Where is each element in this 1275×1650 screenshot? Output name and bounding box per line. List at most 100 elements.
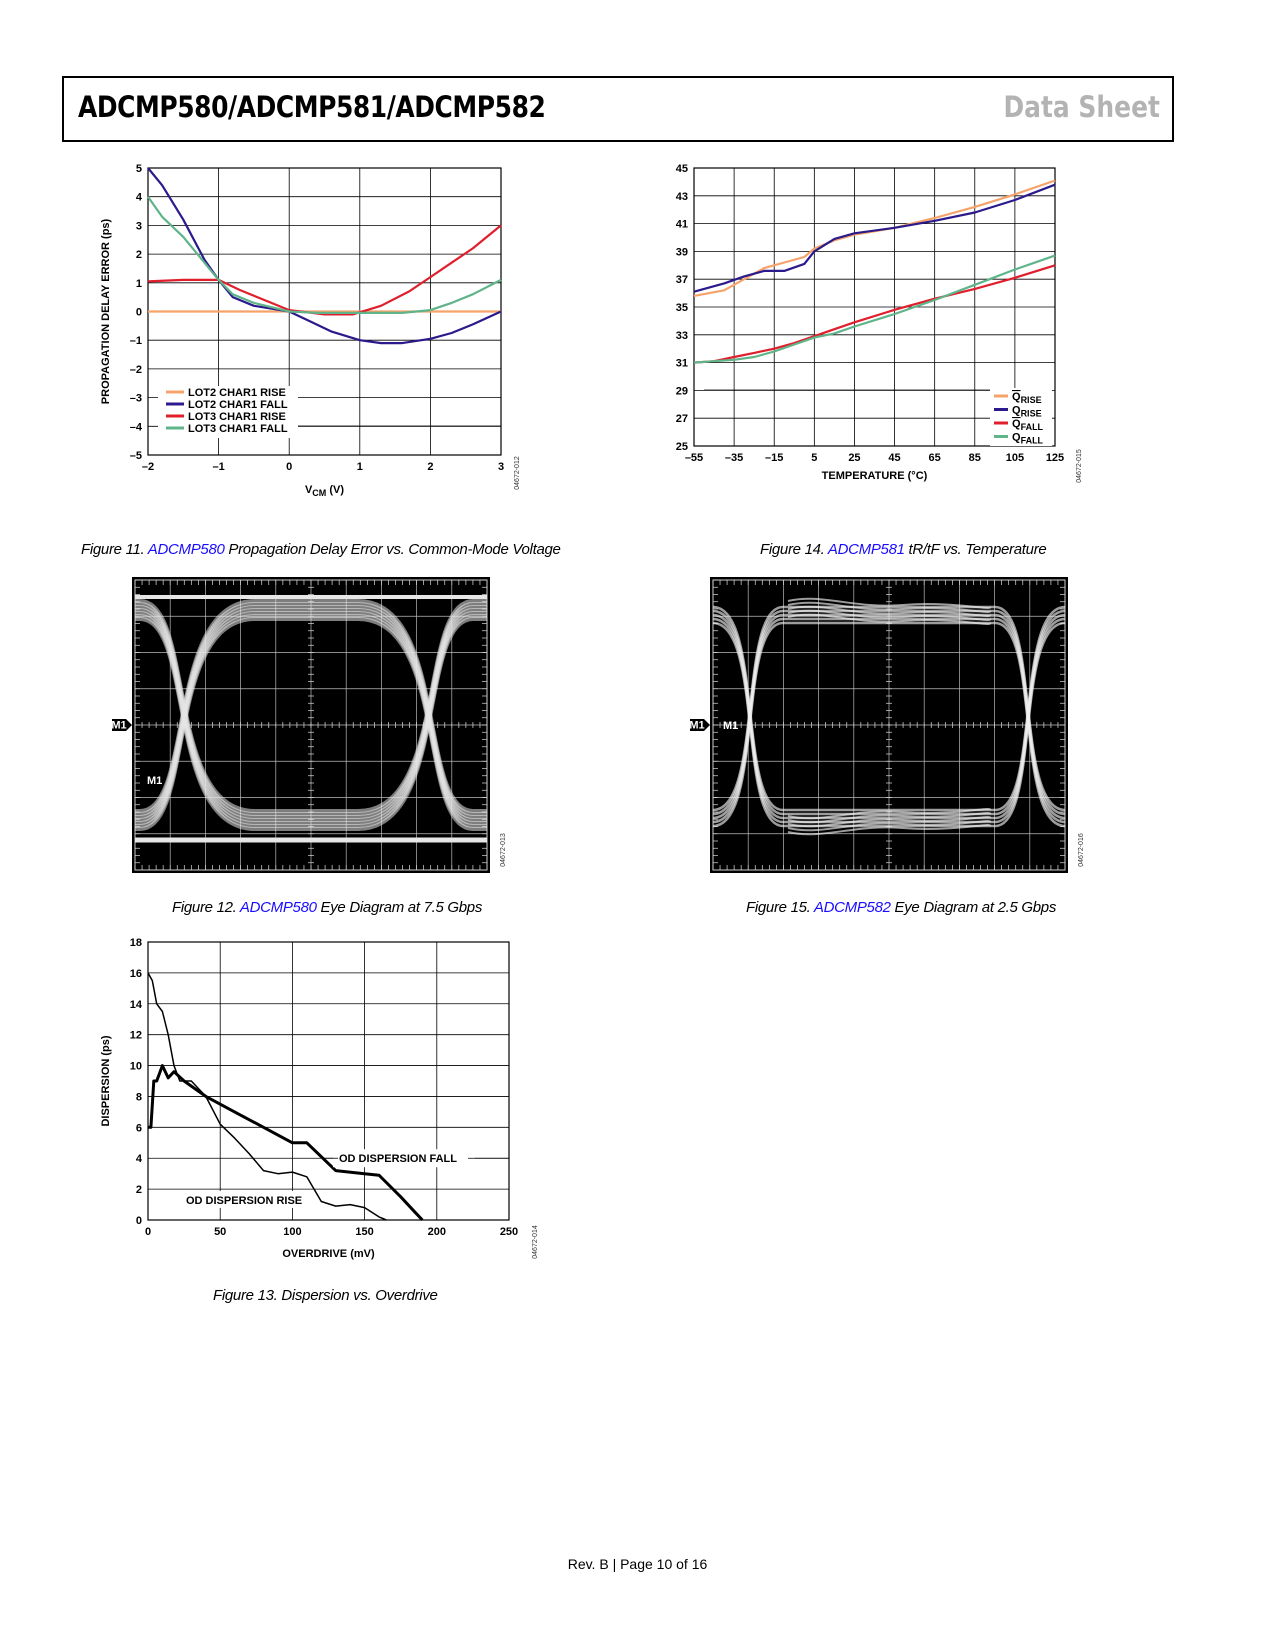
figure-code: 04672-014 [532,1225,539,1259]
y-tick-label: 41 [676,219,688,231]
figure-15-part-link[interactable]: ADCMP582 [813,899,891,916]
y-tick-label: 35 [676,302,688,314]
x-tick-label: 250 [500,1226,518,1238]
figure-12-part-link[interactable]: ADCMP580 [239,899,317,916]
x-tick-label: 105 [1006,452,1024,464]
figure-13-chart: 0 50 100 150 200 250 18 16 14 12 10 8 6 4 2 0 OVERDRIVE … [100,937,539,1260]
x-tick-label: 200 [428,1226,446,1238]
x-axis-label: TEMPERATURE (°C) [822,470,928,482]
y-tick-label: 2 [136,249,142,261]
y-tick-label: 6 [136,1122,142,1134]
figure-11-part-link[interactable]: ADCMP580 [147,541,225,558]
x-tick-label: –15 [765,452,783,464]
legend-label-3: QFALL [1012,432,1044,446]
series-line-1 [693,183,1056,293]
y-tick-label: –2 [130,364,142,376]
figure-11-chart: –2 –1 0 1 2 3 5 4 3 2 1 0 –1 –2 –3 –4 –5 VCM (V) PROPAGATI… [100,163,521,498]
series-line-2 [147,224,502,316]
eye-trace [787,820,992,832]
x-tick-label: 0 [286,461,292,473]
y-tick-label: 37 [676,274,688,286]
x-tick-label: 1 [357,461,363,473]
eye-trace [712,621,1066,828]
x-tick-label: 45 [888,452,900,464]
page-header: ADCMP580/ADCMP581/ADCMP582 Data Sheet [62,76,1174,142]
y-tick-label: –1 [130,335,142,347]
x-tick-label: –2 [142,461,154,473]
figure-13-caption: Figure 13. Dispersion vs. Overdrive [213,1287,438,1304]
eye-trace [135,617,487,831]
y-tick-label: 39 [676,246,688,258]
x-tick-label: 25 [848,452,860,464]
m1-marker-text: M1 [689,720,704,732]
x-tick-label: 65 [929,452,941,464]
series-line-0 [148,1064,424,1222]
figure-14-part-link[interactable]: ADCMP581 [827,541,905,558]
y-tick-label: 12 [130,1030,142,1042]
y-tick-label: 14 [130,999,143,1011]
y-tick-label: 1 [136,278,142,290]
y-tick-label: 0 [136,1215,142,1227]
y-tick-label: –4 [130,421,143,433]
x-tick-label: 2 [427,461,433,473]
x-tick-label: 3 [498,461,504,473]
plot-area [147,941,510,1221]
m1-marker-text: M1 [111,720,126,732]
header-title: ADCMP580/ADCMP581/ADCMP582 [78,90,546,124]
y-tick-label: –3 [130,393,142,405]
eye-trace [787,605,992,617]
m1-label: M1 [147,775,162,787]
figure-11-caption-suffix: Propagation Delay Error vs. Common-Mode … [224,541,561,558]
x-tick-label: 0 [145,1226,151,1238]
series-line-1 [147,972,387,1221]
annotation-bg [333,1149,475,1168]
figure-15-caption-prefix: Figure 15. [746,899,814,916]
figure-15-caption: Figure 15. ADCMP582 Eye Diagram at 2.5 G… [746,899,1056,916]
legend-label-3: LOT3 CHAR1 FALL [188,423,288,435]
m1-marker-icon [690,719,710,731]
x-tick-label: –1 [212,461,224,473]
figure-14-caption-prefix: Figure 14. [760,541,828,558]
y-tick-label: 4 [136,192,143,204]
y-tick-label: –5 [130,450,142,462]
x-tick-label: 125 [1046,452,1064,464]
eye-trace [787,601,992,613]
m1-marker-icon [112,719,132,731]
figure-14-chart: –55 –35 –15 5 25 45 65 85 105 125 45 43 41 39 37 35 33 31… [676,163,1083,483]
eye-trace [787,609,992,621]
figure-15-eye-diagram: M1 04672-016 M1 [689,577,1085,873]
x-tick-label: 85 [969,452,981,464]
y-tick-label: 4 [136,1153,143,1165]
legend-label-1: QRISE [1012,405,1042,419]
figure-code: 04672-012 [514,456,521,490]
series-line-1 [147,167,502,345]
figure-15-caption-suffix: Eye Diagram at 2.5 Gbps [890,899,1057,916]
y-tick-label: 31 [676,358,688,370]
figure-12-caption-prefix: Figure 12. [172,899,240,916]
figure-code: 04672-013 [500,833,507,867]
figure-12-eye-diagram: M1 04672-013 M1 [111,577,507,873]
series-line-3 [693,254,1056,364]
y-tick-label: 8 [136,1091,142,1103]
y-tick-label: 27 [676,413,688,425]
y-tick-label: 18 [130,937,142,949]
x-tick-label: 50 [214,1226,226,1238]
figure-11-caption: Figure 11. ADCMP580 Propagation Delay Er… [81,541,561,558]
eye-trace [787,597,992,609]
series-line-2 [693,264,1056,364]
annotation-rise: OD DISPERSION RISE [186,1195,302,1207]
eye-traces [712,597,1066,836]
figure-code: 04672-015 [1076,449,1083,483]
x-axis-label: OVERDRIVE (mV) [282,1248,375,1260]
y-axis-label: DISPERSION (ps) [100,1035,112,1126]
series-line-3 [147,196,502,314]
page-footer: Rev. B | Page 10 of 16 [567,1556,708,1572]
annotation-bg [182,1190,312,1208]
annotation-fall: OD DISPERSION FALL [339,1153,457,1165]
eye-trace [787,824,992,836]
figure-code: 04672-016 [1078,833,1085,867]
legend-label-2: QFALL [1012,418,1044,432]
figure-12-caption-suffix: Eye Diagram at 7.5 Gbps [316,899,483,916]
y-tick-label: 0 [136,307,142,319]
y-tick-label: 29 [676,385,688,397]
